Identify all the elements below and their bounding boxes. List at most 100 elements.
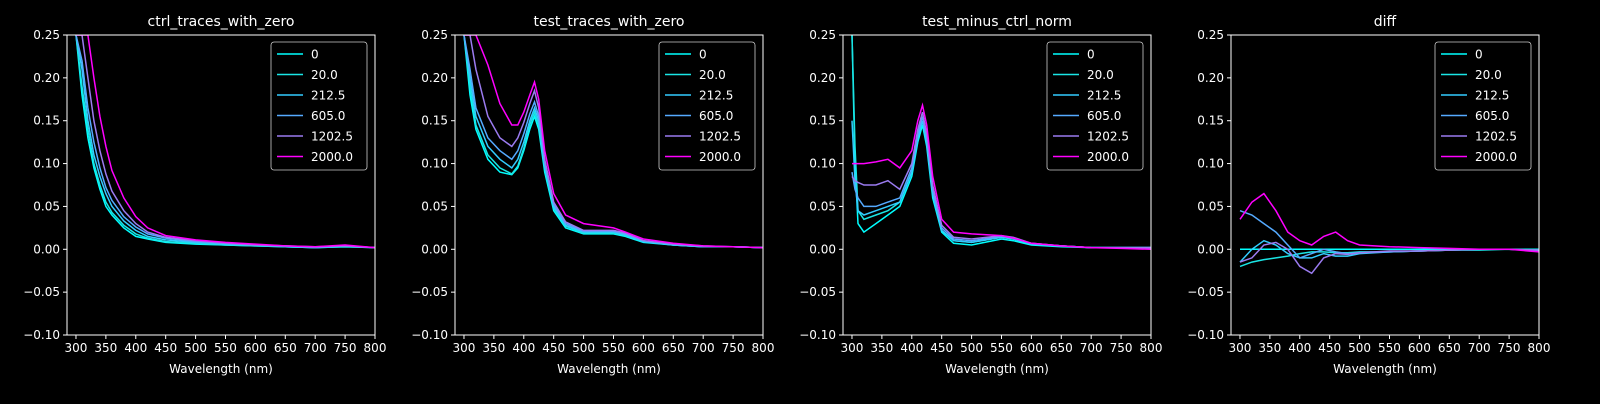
legend-entry: 0 [1087,48,1095,62]
x-tick-label: 350 [482,341,505,355]
axes-frame [66,34,376,336]
y-tick-label: 0.00 [809,242,836,256]
x-axis-label: Wavelength (nm) [169,362,273,376]
legend-entry: 212.5 [311,89,345,103]
x-tick-label: 800 [1140,341,1163,355]
y-tick-label: 0.15 [1197,114,1224,128]
y-tick-label: 0.25 [1197,28,1224,42]
plot-area [1239,192,1539,275]
x-tick-label: 550 [214,341,237,355]
legend-entry: 605.0 [1087,109,1121,123]
y-tick-label: 0.00 [1197,242,1224,256]
x-tick-label: 550 [1378,341,1401,355]
x-tick-label: 500 [572,341,595,355]
y-tick-label: −0.10 [799,328,836,342]
x-axis-label: Wavelength (nm) [1333,362,1437,376]
y-tick-label: 0.25 [421,28,448,42]
plot-area [463,35,763,249]
legend-entry: 20.0 [1087,68,1114,82]
x-tick-label: 450 [930,341,953,355]
y-tick-label: 0.05 [33,199,60,213]
x-tick-label: 650 [1050,341,1073,355]
axes-frame [1230,34,1540,336]
x-axis-label: Wavelength (nm) [945,362,1049,376]
y-tick-label: 0.20 [33,71,60,85]
x-tick-label: 300 [841,341,864,355]
x-tick-label: 600 [1408,341,1431,355]
x-tick-label: 300 [65,341,88,355]
x-tick-label: 400 [1288,341,1311,355]
x-tick-label: 800 [1528,341,1551,355]
y-tick-label: −0.05 [411,285,448,299]
x-tick-label: 400 [900,341,923,355]
x-tick-label: 650 [274,341,297,355]
x-axis-label: Wavelength (nm) [557,362,661,376]
y-tick-label: 0.10 [809,157,836,171]
series-line-2000-0 [464,35,763,249]
legend: 0 20.0 212.5 605.0 1202.5 2000.0 [658,41,756,171]
x-tick-label: 700 [1468,341,1491,355]
legend-entry: 20.0 [699,68,726,82]
plot-area [75,35,375,249]
y-tick-label: 0.15 [33,114,60,128]
legend: 0 20.0 212.5 605.0 1202.5 2000.0 [1046,41,1144,171]
legend-entry: 1202.5 [311,130,353,144]
x-tick-label: 350 [1258,341,1281,355]
legend-entry: 20.0 [311,68,338,82]
x-tick-label: 550 [990,341,1013,355]
legend-entry: 605.0 [699,109,733,123]
y-tick-label: 0.25 [809,28,836,42]
plot-area [851,35,1151,251]
x-tick-label: 450 [542,341,565,355]
legend-entry: 212.5 [699,89,733,103]
chart-title: test_minus_ctrl_norm [922,14,1072,30]
legend-entry: 605.0 [1475,109,1509,123]
legend-entry: 212.5 [1475,89,1509,103]
x-tick-label: 350 [94,341,117,355]
legend-entry: 1202.5 [1087,130,1129,144]
chart-title: test_traces_with_zero [534,14,685,30]
x-tick-label: 400 [124,341,147,355]
x-tick-label: 800 [364,341,387,355]
x-tick-label: 500 [1348,341,1371,355]
series-line-1202-5 [464,35,763,249]
axes-frame [454,34,764,336]
axes-frame [842,34,1152,336]
y-tick-label: 0.25 [33,28,60,42]
legend-entry: 2000.0 [1087,150,1129,164]
legend-entry: 1202.5 [699,130,741,144]
series-line-2000-0 [76,35,375,249]
chart-panel-3: 300 350 400 450 500 550 600 650 700 750 800 −0.10 −0… [799,14,1162,376]
x-tick-label: 350 [870,341,893,355]
y-tick-label: 0.20 [1197,71,1224,85]
x-tick-label: 750 [722,341,745,355]
x-tick-label: 750 [1110,341,1133,355]
x-tick-label: 450 [154,341,177,355]
x-tick-label: 600 [244,341,267,355]
legend-entry: 0 [311,48,319,62]
x-tick-label: 500 [960,341,983,355]
y-tick-label: 0.10 [33,157,60,171]
y-tick-label: 0.20 [809,71,836,85]
x-tick-label: 600 [632,341,655,355]
chart-panel-2: 300 350 400 450 500 550 600 650 700 750 800 −0.10 −0… [411,14,774,376]
y-tick-label: 0.10 [1197,157,1224,171]
legend-entry: 212.5 [1087,89,1121,103]
legend: 0 20.0 212.5 605.0 1202.5 2000.0 [270,41,368,171]
x-tick-label: 800 [752,341,775,355]
series-line-2000-0 [1239,192,1539,253]
y-tick-label: 0.15 [809,114,836,128]
y-tick-label: −0.05 [23,285,60,299]
y-tick-label: 0.00 [33,242,60,256]
y-tick-label: 0.00 [421,242,448,256]
x-tick-label: 750 [1498,341,1521,355]
y-tick-label: 0.05 [1197,199,1224,213]
y-tick-label: 0.10 [421,157,448,171]
chart-panel-4: 300 350 400 450 500 550 600 650 700 750 800 −0.10 −0… [1187,14,1550,376]
x-tick-label: 500 [184,341,207,355]
y-tick-label: 0.20 [421,71,448,85]
y-tick-label: 0.05 [809,199,836,213]
legend-entry: 2000.0 [311,150,353,164]
x-tick-label: 300 [453,341,476,355]
